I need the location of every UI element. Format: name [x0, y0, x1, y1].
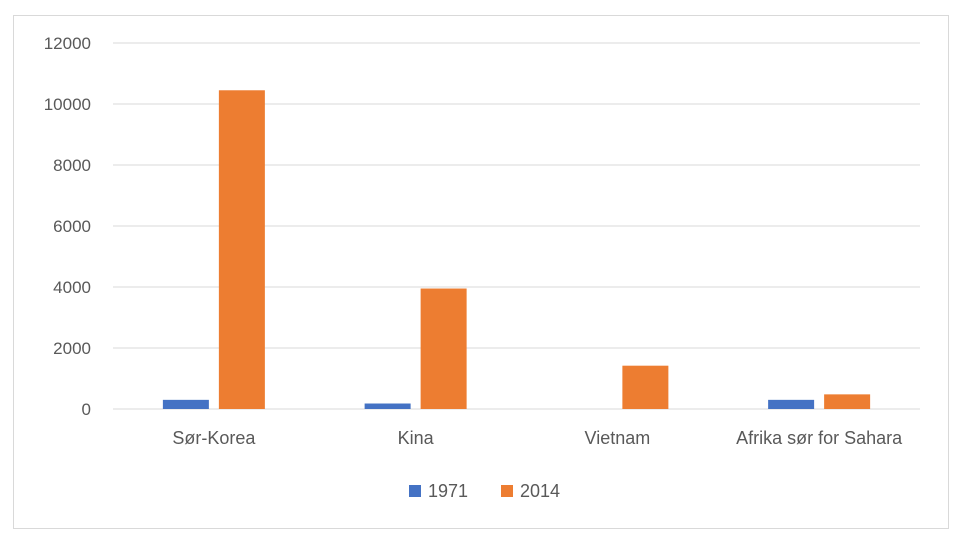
- y-axis-ticks: 0 2000 4000 6000 8000 10000 12000: [44, 34, 91, 419]
- bar-1971: [364, 403, 411, 409]
- bar-2014: [420, 288, 467, 409]
- bars: [162, 90, 871, 410]
- x-category-label: Sør-Korea: [172, 428, 256, 448]
- y-tick-label: 8000: [53, 156, 91, 175]
- bar-1971: [768, 399, 815, 409]
- y-tick-label: 2000: [53, 339, 91, 358]
- y-tick-label: 4000: [53, 278, 91, 297]
- bar-1971: [162, 399, 209, 409]
- legend-label: 1971: [428, 481, 468, 501]
- chart-frame: [13, 15, 949, 529]
- legend-label: 2014: [520, 481, 560, 501]
- x-category-label: Kina: [398, 428, 435, 448]
- bar-2014: [218, 90, 265, 410]
- bar-2014: [824, 394, 871, 409]
- x-category-label: Afrika sør for Sahara: [736, 428, 903, 448]
- legend-swatch-1971: [409, 485, 421, 497]
- y-tick-label: 0: [82, 400, 91, 419]
- legend: 1971 2014: [409, 481, 560, 501]
- x-category-label: Vietnam: [585, 428, 651, 448]
- x-axis-categories: Sør-Korea Kina Vietnam Afrika sør for Sahar…: [172, 428, 903, 448]
- bar-2014: [622, 365, 669, 409]
- y-tick-label: 12000: [44, 34, 91, 53]
- legend-swatch-2014: [501, 485, 513, 497]
- y-tick-label: 10000: [44, 95, 91, 114]
- y-tick-label: 6000: [53, 217, 91, 236]
